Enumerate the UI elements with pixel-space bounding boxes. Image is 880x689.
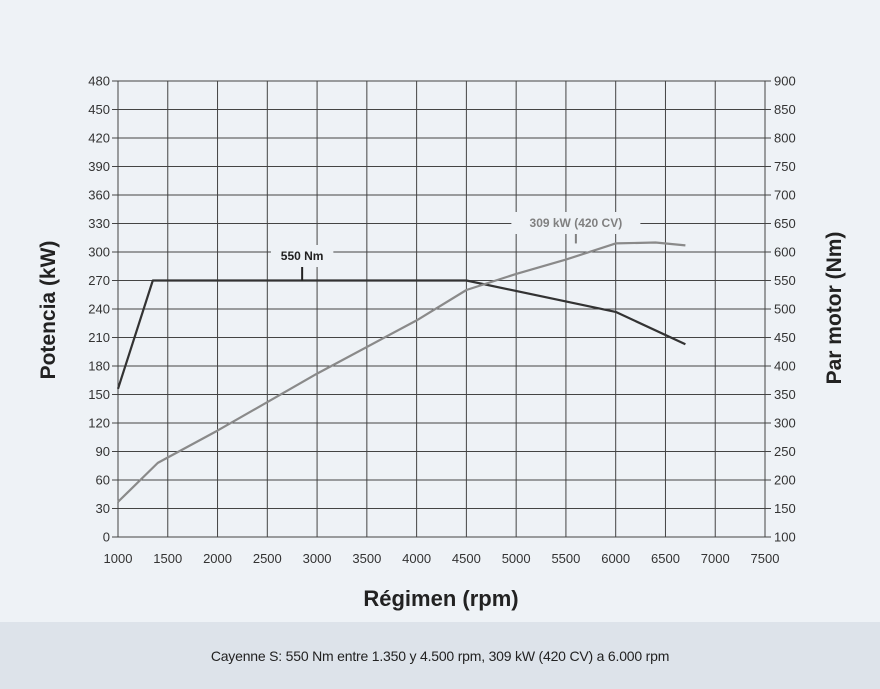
y-left-tick-label: 480 — [88, 74, 110, 89]
y-left-tick-label: 90 — [96, 444, 110, 459]
caption-text: Cayenne S: 550 Nm entre 1.350 y 4.500 rp… — [210, 647, 670, 664]
power-line — [117, 241, 686, 503]
torque-annotation: 550 Nm — [281, 249, 324, 263]
x-tick-label: 7500 — [751, 551, 780, 566]
x-tick-label: 1500 — [153, 551, 182, 566]
y-right-tick-label: 850 — [774, 102, 796, 117]
y-right-tick-label: 900 — [774, 74, 796, 89]
y-left-tick-label: 210 — [88, 330, 110, 345]
y-right-tick-label: 200 — [774, 473, 796, 488]
y-left-tick-label: 120 — [88, 416, 110, 431]
y-left-tick-label: 450 — [88, 102, 110, 117]
y-right-tick-label: 300 — [774, 416, 796, 431]
y-right-tick-label: 600 — [774, 245, 796, 260]
y-left-tick-label: 150 — [88, 387, 110, 402]
x-tick-label: 2500 — [253, 551, 282, 566]
y-left-tick-label: 300 — [88, 245, 110, 260]
annotation-box — [270, 245, 334, 267]
y-axis-right-title: Par motor (Nm) — [823, 232, 846, 385]
x-tick-label: 2000 — [203, 551, 232, 566]
y-right-tick-label: 500 — [774, 302, 796, 317]
x-tick-label: 7000 — [701, 551, 730, 566]
chart-area: 0 100 30 150 60 200 90 250 120 300 150 350 180 400 210… — [37, 73, 846, 612]
x-axis-title: Régimen (rpm) — [363, 586, 518, 611]
x-tick-label: 6000 — [601, 551, 630, 566]
y-left-tick-label: 180 — [88, 359, 110, 374]
y-right-tick-label: 550 — [774, 273, 796, 288]
annotation-box — [511, 212, 641, 234]
y-right-tick-label: 450 — [774, 330, 796, 345]
y-right-tick-label: 700 — [774, 188, 796, 203]
x-tick-label: 5000 — [502, 551, 531, 566]
y-right-tick-label: 150 — [774, 501, 796, 516]
chart-svg: 0 100 30 150 60 200 90 250 120 300 150 350 180 400 210… — [37, 74, 846, 612]
y-left-tick-label: 60 — [96, 473, 110, 488]
y-left-tick-label: 270 — [88, 273, 110, 288]
y-right-tick-label: 350 — [774, 387, 796, 402]
y-right-tick-label: 400 — [774, 359, 796, 374]
x-tick-label: 5500 — [551, 551, 580, 566]
x-tick-label: 3000 — [303, 551, 332, 566]
caption-bar: Cayenne S: 550 Nm entre 1.350 y 4.500 rp… — [0, 622, 880, 689]
y-right-tick-label: 750 — [774, 159, 796, 174]
y-right-tick-label: 800 — [774, 131, 796, 146]
y-left-tick-label: 30 — [96, 501, 110, 516]
y-left-tick-label: 390 — [88, 159, 110, 174]
y-right-tick-label: 100 — [774, 530, 796, 545]
torque-line — [116, 279, 686, 390]
y-axis-left-title: Potencia (kW) — [37, 241, 60, 380]
y-left-tick-label: 0 — [103, 530, 110, 545]
power-annotation: 309 kW (420 CV) — [530, 216, 623, 230]
x-tick-label: 3500 — [352, 551, 381, 566]
x-tick-label: 4500 — [452, 551, 481, 566]
y-left-tick-label: 240 — [88, 302, 110, 317]
y-left-tick-label: 420 — [88, 131, 110, 146]
x-tick-label: 4000 — [402, 551, 431, 566]
y-left-tick-label: 360 — [88, 188, 110, 203]
x-tick-label: 6500 — [651, 551, 680, 566]
y-right-tick-label: 250 — [774, 444, 796, 459]
y-right-tick-label: 650 — [774, 216, 796, 231]
y-left-tick-label: 330 — [88, 216, 110, 231]
x-tick-label: 1000 — [104, 551, 133, 566]
